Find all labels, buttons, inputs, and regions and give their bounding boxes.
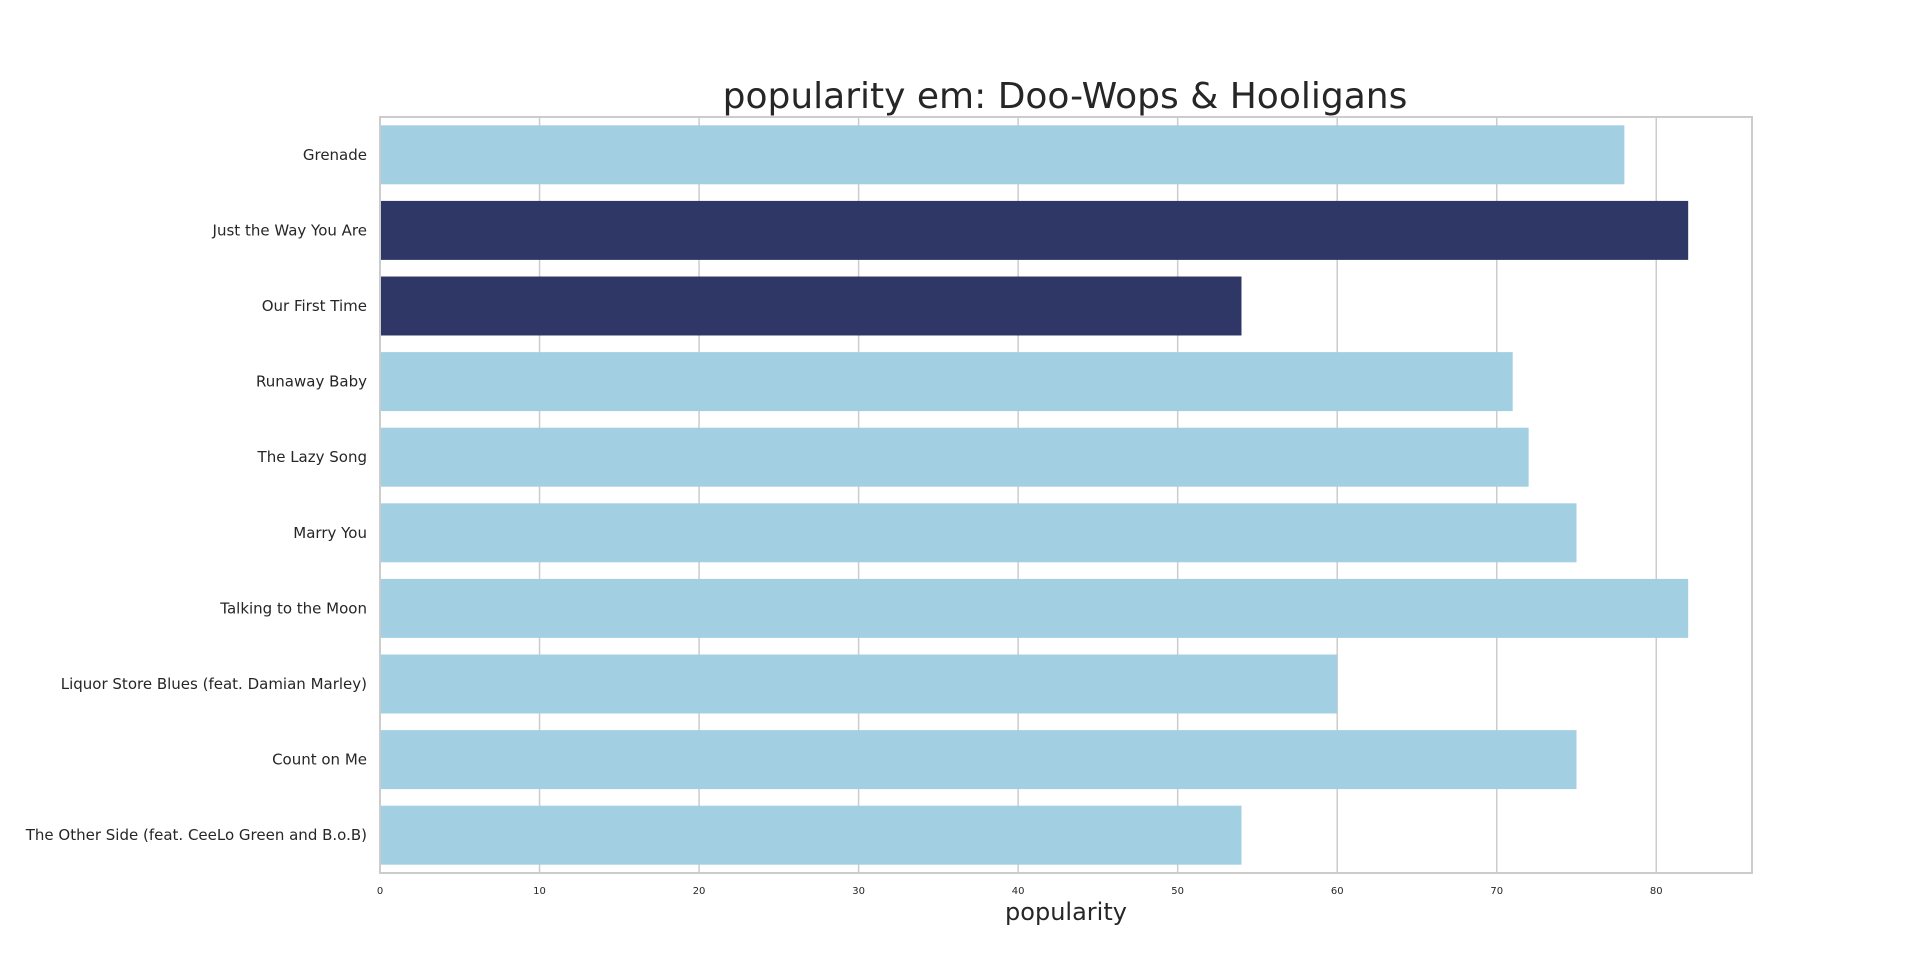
x-tick-label: 10: [533, 886, 546, 897]
x-tick-label: 80: [1650, 886, 1663, 897]
y-tick-label: Talking to the Moon: [219, 599, 367, 617]
x-tick-label: 60: [1331, 886, 1344, 897]
bar: [380, 730, 1577, 790]
plot-frame: [379, 116, 1753, 874]
y-tick-label: Grenade: [303, 146, 367, 164]
x-axis-label: popularity: [1005, 898, 1127, 926]
y-tick-label: The Other Side (feat. CeeLo Green and B.…: [25, 826, 367, 844]
x-tick-label: 0: [377, 886, 383, 897]
bar: [380, 276, 1242, 336]
y-tick-label: Just the Way You Are: [212, 221, 367, 239]
x-tick-label: 50: [1171, 886, 1184, 897]
bars-layer: [380, 125, 1689, 865]
chart-title: popularity em: Doo-Wops & Hooligans: [723, 76, 1408, 117]
y-tick-label: Runaway Baby: [256, 373, 367, 391]
y-tick-label: Our First Time: [262, 297, 367, 315]
bar: [380, 352, 1513, 412]
bar: [380, 125, 1625, 185]
x-tick-label: 30: [852, 886, 865, 897]
x-tick-label: 20: [693, 886, 706, 897]
bar: [380, 805, 1242, 865]
bar: [380, 200, 1689, 260]
y-tick-label: The Lazy Song: [257, 448, 367, 466]
bar: [380, 578, 1689, 638]
y-tick-label: Liquor Store Blues (feat. Damian Marley): [61, 675, 367, 693]
bar: [380, 427, 1529, 487]
y-tick-label: Count on Me: [272, 751, 367, 769]
x-tick-labels: 0 10 20 30 40 50 60 70 80: [377, 886, 1663, 897]
y-tick-label: Marry You: [293, 524, 367, 542]
x-tick-label: 70: [1490, 886, 1503, 897]
x-tick-label: 40: [1012, 886, 1025, 897]
bar: [380, 503, 1577, 563]
bar: [380, 654, 1338, 714]
y-tick-labels: Grenade Just the Way You Are Our First Tim…: [25, 146, 367, 844]
